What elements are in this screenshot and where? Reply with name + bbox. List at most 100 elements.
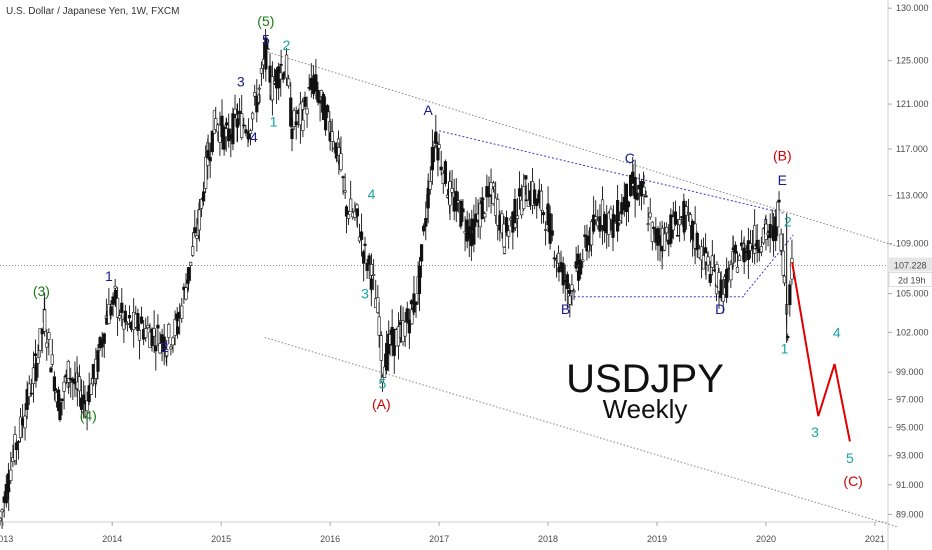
wave-label: (A) <box>372 396 391 412</box>
x-tick-label: 2014 <box>102 534 122 544</box>
y-tick-label: 91.000 <box>896 480 924 490</box>
candle-body <box>235 118 240 128</box>
candle-body <box>491 182 496 188</box>
candle-body <box>424 218 428 227</box>
candle-body <box>301 119 305 131</box>
candle-body <box>210 130 214 153</box>
price-badge-bg <box>889 257 932 272</box>
x-tick-label: 2016 <box>320 534 340 544</box>
wave-label: 1 <box>105 268 113 284</box>
candle-body <box>513 222 517 228</box>
wave-label: E <box>778 172 787 188</box>
candle-body <box>165 349 169 357</box>
triangle-wedge-line <box>743 234 794 296</box>
candle-body <box>589 221 594 246</box>
candle-body <box>725 269 729 298</box>
y-tick-label: 125.000 <box>896 56 929 66</box>
candle-body <box>281 73 285 80</box>
candle-body <box>225 122 229 126</box>
candle-body <box>255 96 259 113</box>
candle-body <box>337 147 341 156</box>
candle-body <box>733 244 737 254</box>
candle-body <box>233 108 237 115</box>
candle-body <box>246 131 251 140</box>
candle-body <box>633 176 637 199</box>
wave-label: (5) <box>257 13 274 29</box>
candle-body <box>154 345 158 352</box>
candle-body <box>515 215 520 219</box>
candle-body <box>67 378 71 383</box>
candle-body <box>162 336 166 352</box>
candle-body <box>675 234 680 237</box>
candle-body <box>448 181 452 206</box>
wave-label: 5 <box>846 450 854 466</box>
candle-body <box>120 302 124 313</box>
candle-body <box>169 346 173 350</box>
candle-body <box>688 214 693 226</box>
candle-body <box>607 212 611 235</box>
candle-body <box>96 350 100 372</box>
candle-body <box>496 199 500 226</box>
candle-body <box>115 297 120 318</box>
candle-body <box>137 330 142 341</box>
candle-body <box>782 275 787 284</box>
candle-body <box>113 285 117 289</box>
x-tick-label: 2018 <box>538 534 558 544</box>
wave-label: 4 <box>250 129 258 145</box>
y-tick-label: 95.000 <box>896 422 924 432</box>
candle-body <box>504 217 509 233</box>
candle-body <box>343 190 347 193</box>
candle-body <box>150 328 154 347</box>
candle-body <box>626 201 631 208</box>
candle-body <box>244 129 248 134</box>
wave-label: C <box>625 150 635 166</box>
candle-body <box>180 305 184 319</box>
candle-body <box>650 221 654 242</box>
candle-body <box>624 183 629 213</box>
x-tick-label: 2019 <box>647 534 667 544</box>
candle-body <box>437 144 441 149</box>
candle-body <box>314 74 318 92</box>
candle-body <box>721 294 725 302</box>
candle-body <box>33 353 38 357</box>
wave-label: (C) <box>843 473 862 489</box>
candle-body <box>556 252 561 264</box>
candle-body <box>616 200 620 232</box>
candle-body <box>708 274 712 283</box>
wave-label: A <box>424 102 434 118</box>
candle-body <box>287 78 291 87</box>
candle-body <box>648 212 652 218</box>
candle-body <box>204 156 208 189</box>
candle-body <box>701 255 706 270</box>
candle-body <box>600 199 605 226</box>
candle-body <box>201 191 206 202</box>
candle-body <box>764 223 768 240</box>
candle-body <box>113 289 118 304</box>
wave-label: 4 <box>368 186 376 202</box>
candle-body <box>385 343 389 371</box>
candle-body <box>242 124 246 127</box>
wave-label: 1 <box>781 340 789 356</box>
candle-body <box>231 113 235 145</box>
candle-body <box>768 224 772 239</box>
candle-body <box>635 192 639 200</box>
candle-body <box>102 333 106 344</box>
candle-body <box>592 214 596 232</box>
candle-body <box>27 383 31 397</box>
candle-body <box>565 274 569 289</box>
y-tick-label: 97.000 <box>896 394 924 404</box>
candle-body <box>410 309 414 325</box>
candle-body <box>85 400 89 412</box>
candle-body <box>710 255 714 268</box>
candle-body <box>206 150 210 159</box>
candle-body <box>570 284 574 291</box>
candle-body <box>197 209 201 231</box>
candle-body <box>220 115 224 138</box>
candle-body <box>712 269 717 272</box>
candle-body <box>430 146 434 171</box>
candle-body <box>139 316 144 324</box>
x-tick-label: 2021 <box>865 534 885 544</box>
candle-body <box>146 325 150 328</box>
candle-body <box>89 383 93 395</box>
